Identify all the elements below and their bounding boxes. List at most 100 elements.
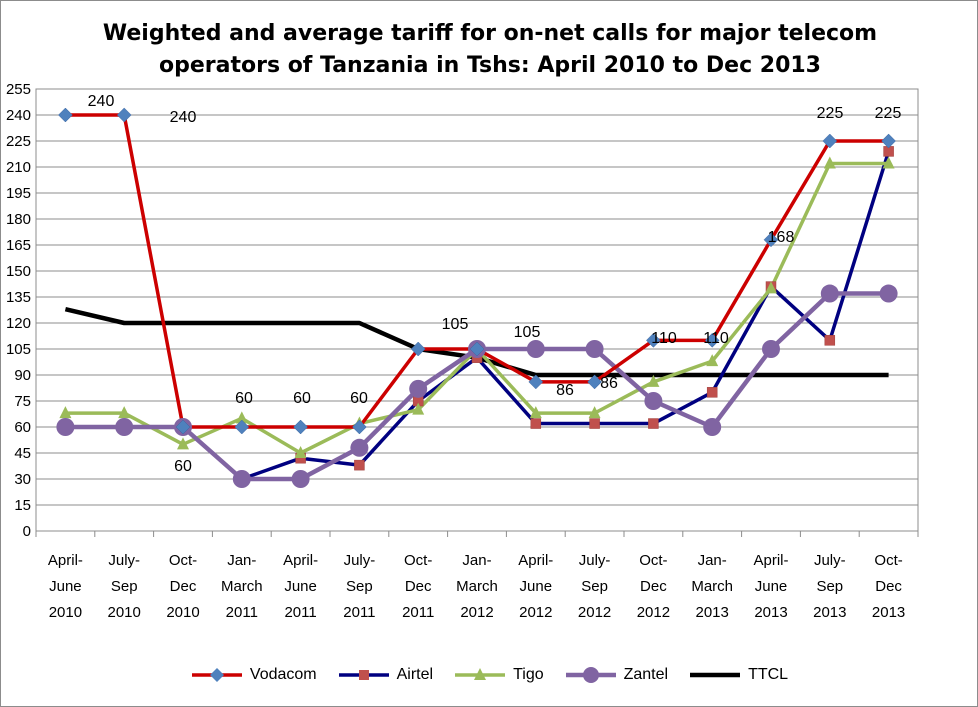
data-point-vodacom <box>234 419 250 435</box>
x-tick-label-line: 2012 <box>578 604 611 621</box>
data-point-tigo <box>823 156 836 169</box>
x-tick-label-line: Jan- <box>462 552 491 569</box>
x-tick-label-line: June <box>755 578 788 595</box>
legend-marker <box>474 668 487 680</box>
data-point-vodacom <box>763 232 779 248</box>
legend-swatch-ttcl <box>690 672 741 678</box>
data-point-zantel <box>703 418 722 436</box>
gridlines <box>36 88 918 532</box>
data-label-vodacom: 60 <box>350 390 368 407</box>
series-line-tigo <box>65 161 889 455</box>
data-point-vodacom <box>646 332 661 348</box>
data-label-vodacom: 225 <box>875 105 902 122</box>
x-tick-label-line: Sep <box>111 578 138 595</box>
x-tick-label: July- Sep 2011 <box>343 552 375 621</box>
x-tick-label-line: March <box>221 578 263 595</box>
legend-marker <box>358 670 369 680</box>
x-tick-label-line: 2011 <box>226 604 258 621</box>
x-tick-label-line: July- <box>579 552 611 569</box>
data-label-vodacom: 105 <box>514 324 541 341</box>
legend-label: Zantel <box>623 666 669 683</box>
chart-title: Weighted and average tariff for on-net c… <box>40 18 940 82</box>
data-label-vodacom: 86 <box>600 375 618 392</box>
data-label-vodacom: 86 <box>556 382 574 399</box>
data-label-vodacom: 105 <box>442 316 469 333</box>
legend-swatch-tigo <box>455 668 506 680</box>
x-tick-label: Oct- Dec 2013 <box>872 552 905 621</box>
data-point-zantel <box>644 392 663 410</box>
x-tick-label: April- June 2011 <box>283 552 318 621</box>
data-label-vodacom: 110 <box>651 330 677 347</box>
data-point-vodacom <box>881 133 896 149</box>
x-tick-label-line: June <box>284 578 317 595</box>
y-tick-label: 45 <box>14 445 31 462</box>
x-tick-label-line: Sep <box>581 578 608 595</box>
x-tick-label-line: July- <box>814 552 846 569</box>
x-tick-label: Oct- Dec 2012 <box>637 552 670 621</box>
data-label-vodacom: 225 <box>817 105 844 122</box>
data-point-zantel <box>350 438 369 457</box>
data-point-zantel <box>585 340 604 358</box>
legend-item-tigo: Tigo <box>453 665 544 685</box>
x-tick-label-line: Jan- <box>698 552 727 569</box>
x-tick-label-line: 2013 <box>754 604 787 621</box>
x-tick-label-line: Dec <box>405 578 432 595</box>
x-tick-label-line: Dec <box>170 578 197 595</box>
x-tick-label-line: Dec <box>875 578 902 595</box>
data-point-airtel <box>354 459 365 471</box>
data-point-airtel <box>706 387 718 398</box>
y-tick-label: 60 <box>14 419 31 436</box>
data-point-airtel <box>589 418 600 429</box>
legend-swatch-zantel <box>565 667 616 683</box>
chart-title-line-1: Weighted and average tariff for on-net c… <box>102 21 878 46</box>
x-tick-label-line: 2010 <box>166 604 199 621</box>
data-point-tigo <box>177 437 189 450</box>
data-point-zantel <box>762 340 780 358</box>
x-tick-label-line: 2013 <box>813 604 846 621</box>
x-tick-label-line: Oct- <box>874 552 902 569</box>
data-point-zantel <box>232 470 251 488</box>
x-tick-label-line: 2013 <box>696 604 729 621</box>
data-point-zantel <box>820 284 839 303</box>
x-tick-label-line: April- <box>48 552 83 569</box>
data-label-vodacom: 110 <box>703 330 729 347</box>
data-point-zantel <box>115 418 134 436</box>
data-label-vodacom: 240 <box>88 93 115 110</box>
data-point-zantel <box>409 379 428 398</box>
x-tick-label-line: Oct- <box>639 552 667 569</box>
data-point-airtel <box>648 418 659 429</box>
legend-item-airtel: Airtel <box>337 665 433 685</box>
data-label-vodacom: 60 <box>293 390 311 407</box>
data-label-vodacom: 60 <box>174 458 192 475</box>
data-point-tigo <box>588 406 601 419</box>
legend-label: Vodacom <box>249 666 317 683</box>
x-tick-label-line: 2011 <box>284 604 316 621</box>
data-point-vodacom <box>116 107 132 123</box>
x-tick-label: Jan- March 2012 <box>456 552 498 621</box>
y-tick-label: 75 <box>14 393 31 410</box>
data-point-tigo <box>294 446 307 458</box>
x-tick-label-line: 2011 <box>343 604 375 621</box>
x-tick-label-line: Oct- <box>404 552 432 569</box>
data-point-vodacom <box>587 374 602 390</box>
y-tick-label: 15 <box>14 497 31 514</box>
legend-item-zantel: Zantel <box>564 665 668 685</box>
x-tick-label-line: 2012 <box>460 604 493 621</box>
chart-legend: Vodacom Airtel Tigo Zantel TTCL <box>0 662 978 688</box>
data-point-vodacom <box>58 107 73 123</box>
x-tick-label-line: 2010 <box>108 604 141 621</box>
x-tick-label: Oct- Dec 2011 <box>402 552 434 621</box>
x-tick-label-line: 2010 <box>49 604 82 621</box>
x-tick-label: April- June 2012 <box>518 552 553 621</box>
x-tick-label: Jan- March 2011 <box>221 552 263 621</box>
data-point-zantel <box>526 340 545 358</box>
x-tick-label-line: April- <box>753 552 788 569</box>
y-tick-label: 90 <box>14 367 31 384</box>
data-point-zantel <box>56 418 75 436</box>
data-point-zantel <box>291 470 310 488</box>
x-tick-label-line: March <box>456 578 498 595</box>
x-tick-label-line: 2011 <box>402 604 434 621</box>
legend-item-ttcl: TTCL <box>688 665 788 685</box>
y-tick-label: 195 <box>6 185 31 202</box>
